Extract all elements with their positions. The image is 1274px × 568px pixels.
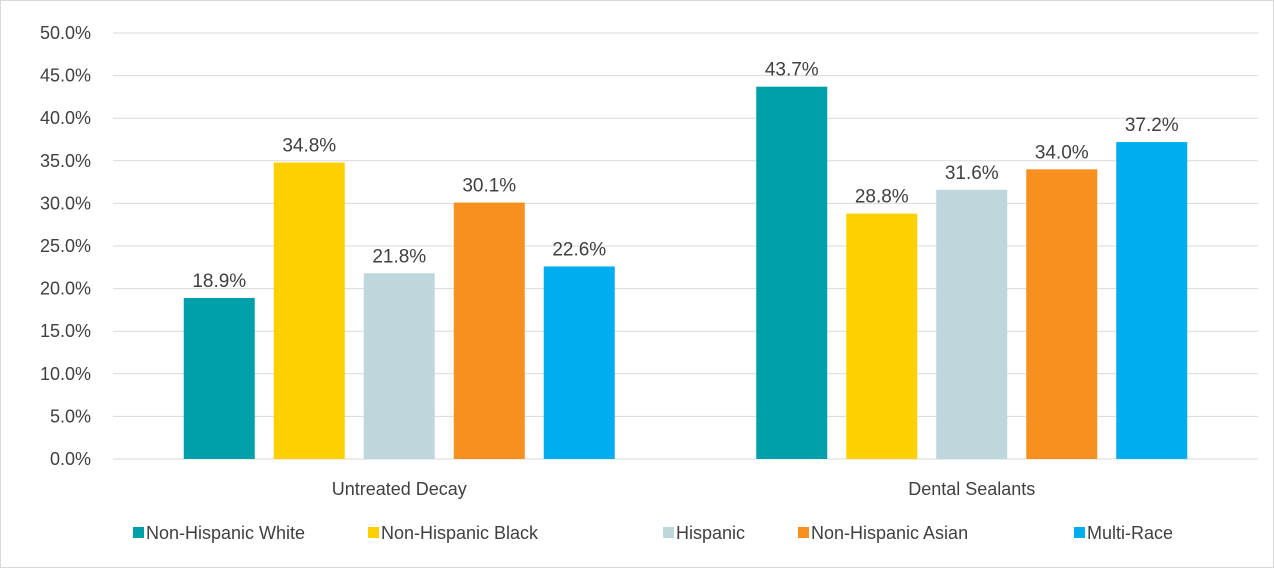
y-tick-label: 50.0% xyxy=(40,23,91,43)
y-tick-label: 45.0% xyxy=(40,66,91,86)
y-tick-label: 25.0% xyxy=(40,236,91,256)
data-label: 18.9% xyxy=(192,271,246,292)
legend-swatch xyxy=(663,527,674,538)
bar xyxy=(1116,142,1187,459)
bar xyxy=(454,203,525,459)
data-label: 34.8% xyxy=(282,136,336,157)
legend-label: Multi-Race xyxy=(1087,523,1173,543)
y-tick-label: 30.0% xyxy=(40,193,91,213)
data-label: 34.0% xyxy=(1035,142,1089,163)
category-label: Untreated Decay xyxy=(332,479,467,499)
data-label: 22.6% xyxy=(552,239,606,260)
bar xyxy=(846,214,917,459)
bar xyxy=(1026,169,1097,459)
data-label: 43.7% xyxy=(765,60,819,81)
legend-swatch xyxy=(133,527,144,538)
data-label: 28.8% xyxy=(855,187,909,208)
category-label: Dental Sealants xyxy=(908,479,1035,499)
legend-label: Non-Hispanic White xyxy=(146,523,305,543)
data-label: 21.8% xyxy=(372,246,426,267)
bar xyxy=(756,87,827,459)
y-tick-label: 10.0% xyxy=(40,364,91,384)
bar xyxy=(364,273,435,459)
legend-label: Hispanic xyxy=(676,523,745,543)
y-tick-label: 0.0% xyxy=(50,449,91,469)
legend-swatch xyxy=(368,527,379,538)
legend-label: Non-Hispanic Black xyxy=(381,523,539,543)
legend-swatch xyxy=(798,527,809,538)
legend-swatch xyxy=(1074,527,1085,538)
bar xyxy=(184,298,255,459)
data-label: 30.1% xyxy=(462,176,516,197)
y-tick-label: 40.0% xyxy=(40,108,91,128)
data-label: 31.6% xyxy=(945,163,999,184)
y-tick-label: 5.0% xyxy=(50,406,91,426)
y-tick-label: 15.0% xyxy=(40,321,91,341)
legend-label: Non-Hispanic Asian xyxy=(811,523,968,543)
bar xyxy=(936,190,1007,459)
y-tick-label: 20.0% xyxy=(40,279,91,299)
y-tick-label: 35.0% xyxy=(40,151,91,171)
data-label: 37.2% xyxy=(1125,115,1179,136)
bar xyxy=(544,266,615,459)
bar xyxy=(274,163,345,459)
